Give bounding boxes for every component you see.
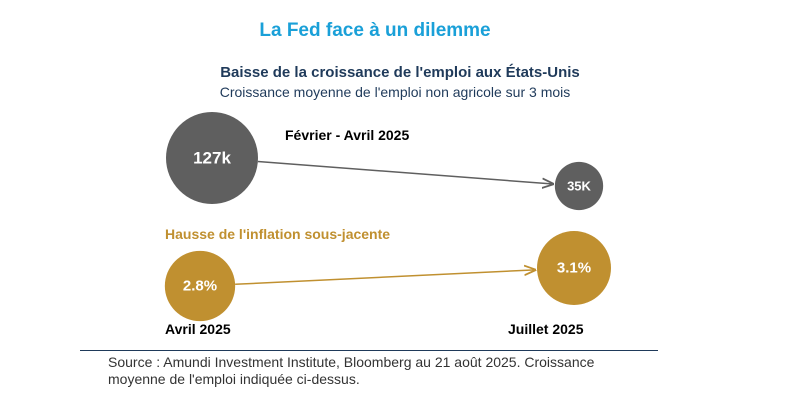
chart-title: La Fed face à un dilemme [259, 20, 491, 41]
period-label-employment: Février - Avril 2025 [285, 127, 409, 143]
employment-data-label-start: 127k [193, 149, 231, 168]
employment-series: Février - Avril 2025 127k 35K [166, 112, 604, 211]
inflation-section-title: Hausse de l'inflation sous-jacente [165, 226, 390, 242]
chart-subtitle: Baisse de la croissance de l'emploi aux … [220, 64, 580, 81]
employment-data-label-end: 35K [567, 179, 591, 194]
source-divider [80, 350, 658, 351]
source-note: Source : Amundi Investment Institute, Bl… [108, 354, 595, 387]
employment-arrow [257, 160, 553, 184]
inflation-arrow [235, 270, 535, 286]
bubble-chart: Février - Avril 2025 127k 35K Hausse de l… [164, 112, 611, 337]
inflation-data-label-start: 2.8% [183, 278, 217, 295]
employment-bubble-start [166, 112, 258, 204]
employment-bubble-end [554, 161, 604, 211]
inflation-bubble-end [537, 231, 611, 305]
chart-subtitle-secondary: Croissance moyenne de l'emploi non agric… [219, 84, 571, 100]
inflation-bubble-start [164, 250, 236, 322]
x-label-end: Juillet 2025 [508, 321, 584, 337]
x-label-start: Avril 2025 [165, 321, 231, 337]
inflation-data-label-end: 3.1% [557, 260, 591, 277]
inflation-series: Hausse de l'inflation sous-jacente Avril… [164, 226, 611, 337]
